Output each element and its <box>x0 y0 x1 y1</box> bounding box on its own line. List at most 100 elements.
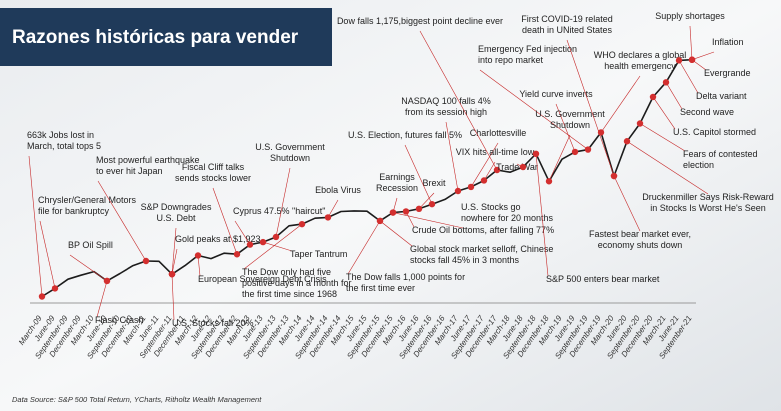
event-dot <box>194 252 202 259</box>
event-dot <box>532 150 540 158</box>
annotation-text: death in UNited States <box>522 25 613 35</box>
annotation-text: election <box>683 160 714 170</box>
annotation-text: Dow falls 1,175,biggest point decline ev… <box>337 16 503 26</box>
event-dot <box>584 146 592 153</box>
annotation-text: Shutdown <box>550 120 590 130</box>
event-dot <box>636 120 644 127</box>
annotation-text: Fastest bear market ever, <box>589 229 691 239</box>
annotation-text: U.S. Capitol stormed <box>673 127 756 137</box>
title-box <box>0 8 332 66</box>
annotation-text: Druckenmiller Says Risk-Reward <box>642 192 774 202</box>
annotation-text: Delta variant <box>696 91 747 101</box>
annotation-text: Ebola Virus <box>315 185 361 195</box>
leader-line <box>479 69 589 150</box>
event-dot <box>519 163 527 171</box>
annotation-text: nowhere for 20 months <box>461 213 554 223</box>
annotation-text: S&P 500 enters bear market <box>546 274 660 284</box>
leader-line <box>197 255 201 277</box>
annotation-text: Gold peaks at $1,923 <box>175 234 261 244</box>
annotation-text: Fiscal Cliff talks <box>182 162 245 172</box>
annotation-text: Taper Tantrum <box>290 249 347 259</box>
event-dot <box>233 251 241 258</box>
leader-line <box>69 254 108 282</box>
leader-line <box>39 220 56 289</box>
annotation-text: economy shuts down <box>598 240 683 250</box>
leader-line <box>555 103 576 153</box>
annotation-text: Second wave <box>680 107 734 117</box>
event-dot <box>675 57 683 64</box>
annotation-text: The Dow falls 1,000 points for <box>346 272 465 282</box>
annotation-text: Global stock market selloff, Chinese <box>410 244 553 254</box>
annotation-text: Evergrande <box>704 68 751 78</box>
annotation-text: in Stocks Is Worst He's Seen <box>650 203 766 213</box>
price-line <box>41 58 693 298</box>
annotation-text: Supply shortages <box>655 11 725 21</box>
event-dot <box>493 166 501 174</box>
event-dot <box>298 220 306 228</box>
event-dot <box>467 183 475 191</box>
event-dot <box>545 178 553 185</box>
annotation-text: U.S. Election, futures fall 5% <box>348 130 462 140</box>
event-dot <box>376 217 384 225</box>
leader-line <box>379 220 413 247</box>
event-dot <box>168 270 176 278</box>
annotation-text: Earnings <box>379 172 415 182</box>
leader-line <box>347 220 381 275</box>
leader-line <box>548 134 571 182</box>
event-dot <box>610 172 618 180</box>
annotation-text: Most powerful earthquake <box>96 155 200 165</box>
leader-line <box>652 96 676 130</box>
leader-line <box>404 144 433 205</box>
annotation-text: U.S. Government <box>535 109 605 119</box>
annotation-text: Chrysler/General Motors <box>38 195 137 205</box>
leader-line <box>234 220 251 245</box>
annotation-text: from its session high <box>405 107 487 117</box>
leader-line <box>665 82 683 110</box>
event-dot <box>571 148 579 156</box>
leader-line <box>96 280 108 318</box>
event-dot <box>38 293 46 300</box>
annotation-text: health emergency <box>604 61 676 71</box>
leader-line <box>243 223 303 270</box>
leader-line <box>392 212 464 229</box>
leader-line <box>689 25 693 60</box>
annotation-text: Crude Oil bottoms, after falling 77% <box>412 225 554 235</box>
annotation-text: Charlottesville <box>470 128 527 138</box>
annotation-text: BP Oil Spill <box>68 240 113 250</box>
annotation-text: Recession <box>376 183 418 193</box>
leader-line <box>171 227 177 275</box>
event-dot <box>259 238 267 246</box>
annotation-text: U.S. Debt <box>156 213 196 223</box>
event-dot <box>51 285 59 292</box>
leader-line <box>691 51 715 60</box>
annotation-text: U.S. Stocks fall 20% <box>172 318 254 328</box>
annotation-text: WHO declares a global <box>594 50 687 60</box>
event-dot <box>480 177 488 184</box>
event-dot <box>649 93 657 101</box>
annotation-text: Brexit <box>422 178 446 188</box>
annotation-text: VIX hits all-time low <box>456 147 535 157</box>
leader-line <box>566 39 615 177</box>
leader-line <box>275 167 291 238</box>
leader-line <box>470 142 499 188</box>
event-dot <box>142 257 150 265</box>
annotation-text: file for bankruptcy <box>38 206 110 216</box>
annotation-text: Emergency Fed injection <box>478 44 577 54</box>
annotation-text: sends stocks lower <box>175 173 251 183</box>
event-dot <box>246 241 254 248</box>
leader-line <box>28 155 43 297</box>
event-dot <box>389 209 397 216</box>
leader-line <box>171 274 175 321</box>
annotation-text: Trade War <box>496 162 538 172</box>
annotation-text: the first time ever <box>346 283 415 293</box>
annotation-text: Yield curve inverts <box>519 89 593 99</box>
leader-line <box>483 161 496 181</box>
annotation-text: 663k Jobs lost in <box>27 130 94 140</box>
annotation-text: positive days in a month for <box>242 278 352 288</box>
annotation-text: Flash Crash <box>95 315 144 325</box>
annotation-text: March, total tops 5 <box>27 141 101 151</box>
annotation-text: Fears of contested <box>683 149 758 159</box>
annotation-text: U.S. Stocks go <box>461 202 521 212</box>
leader-line <box>626 140 709 195</box>
event-dot <box>688 56 696 63</box>
